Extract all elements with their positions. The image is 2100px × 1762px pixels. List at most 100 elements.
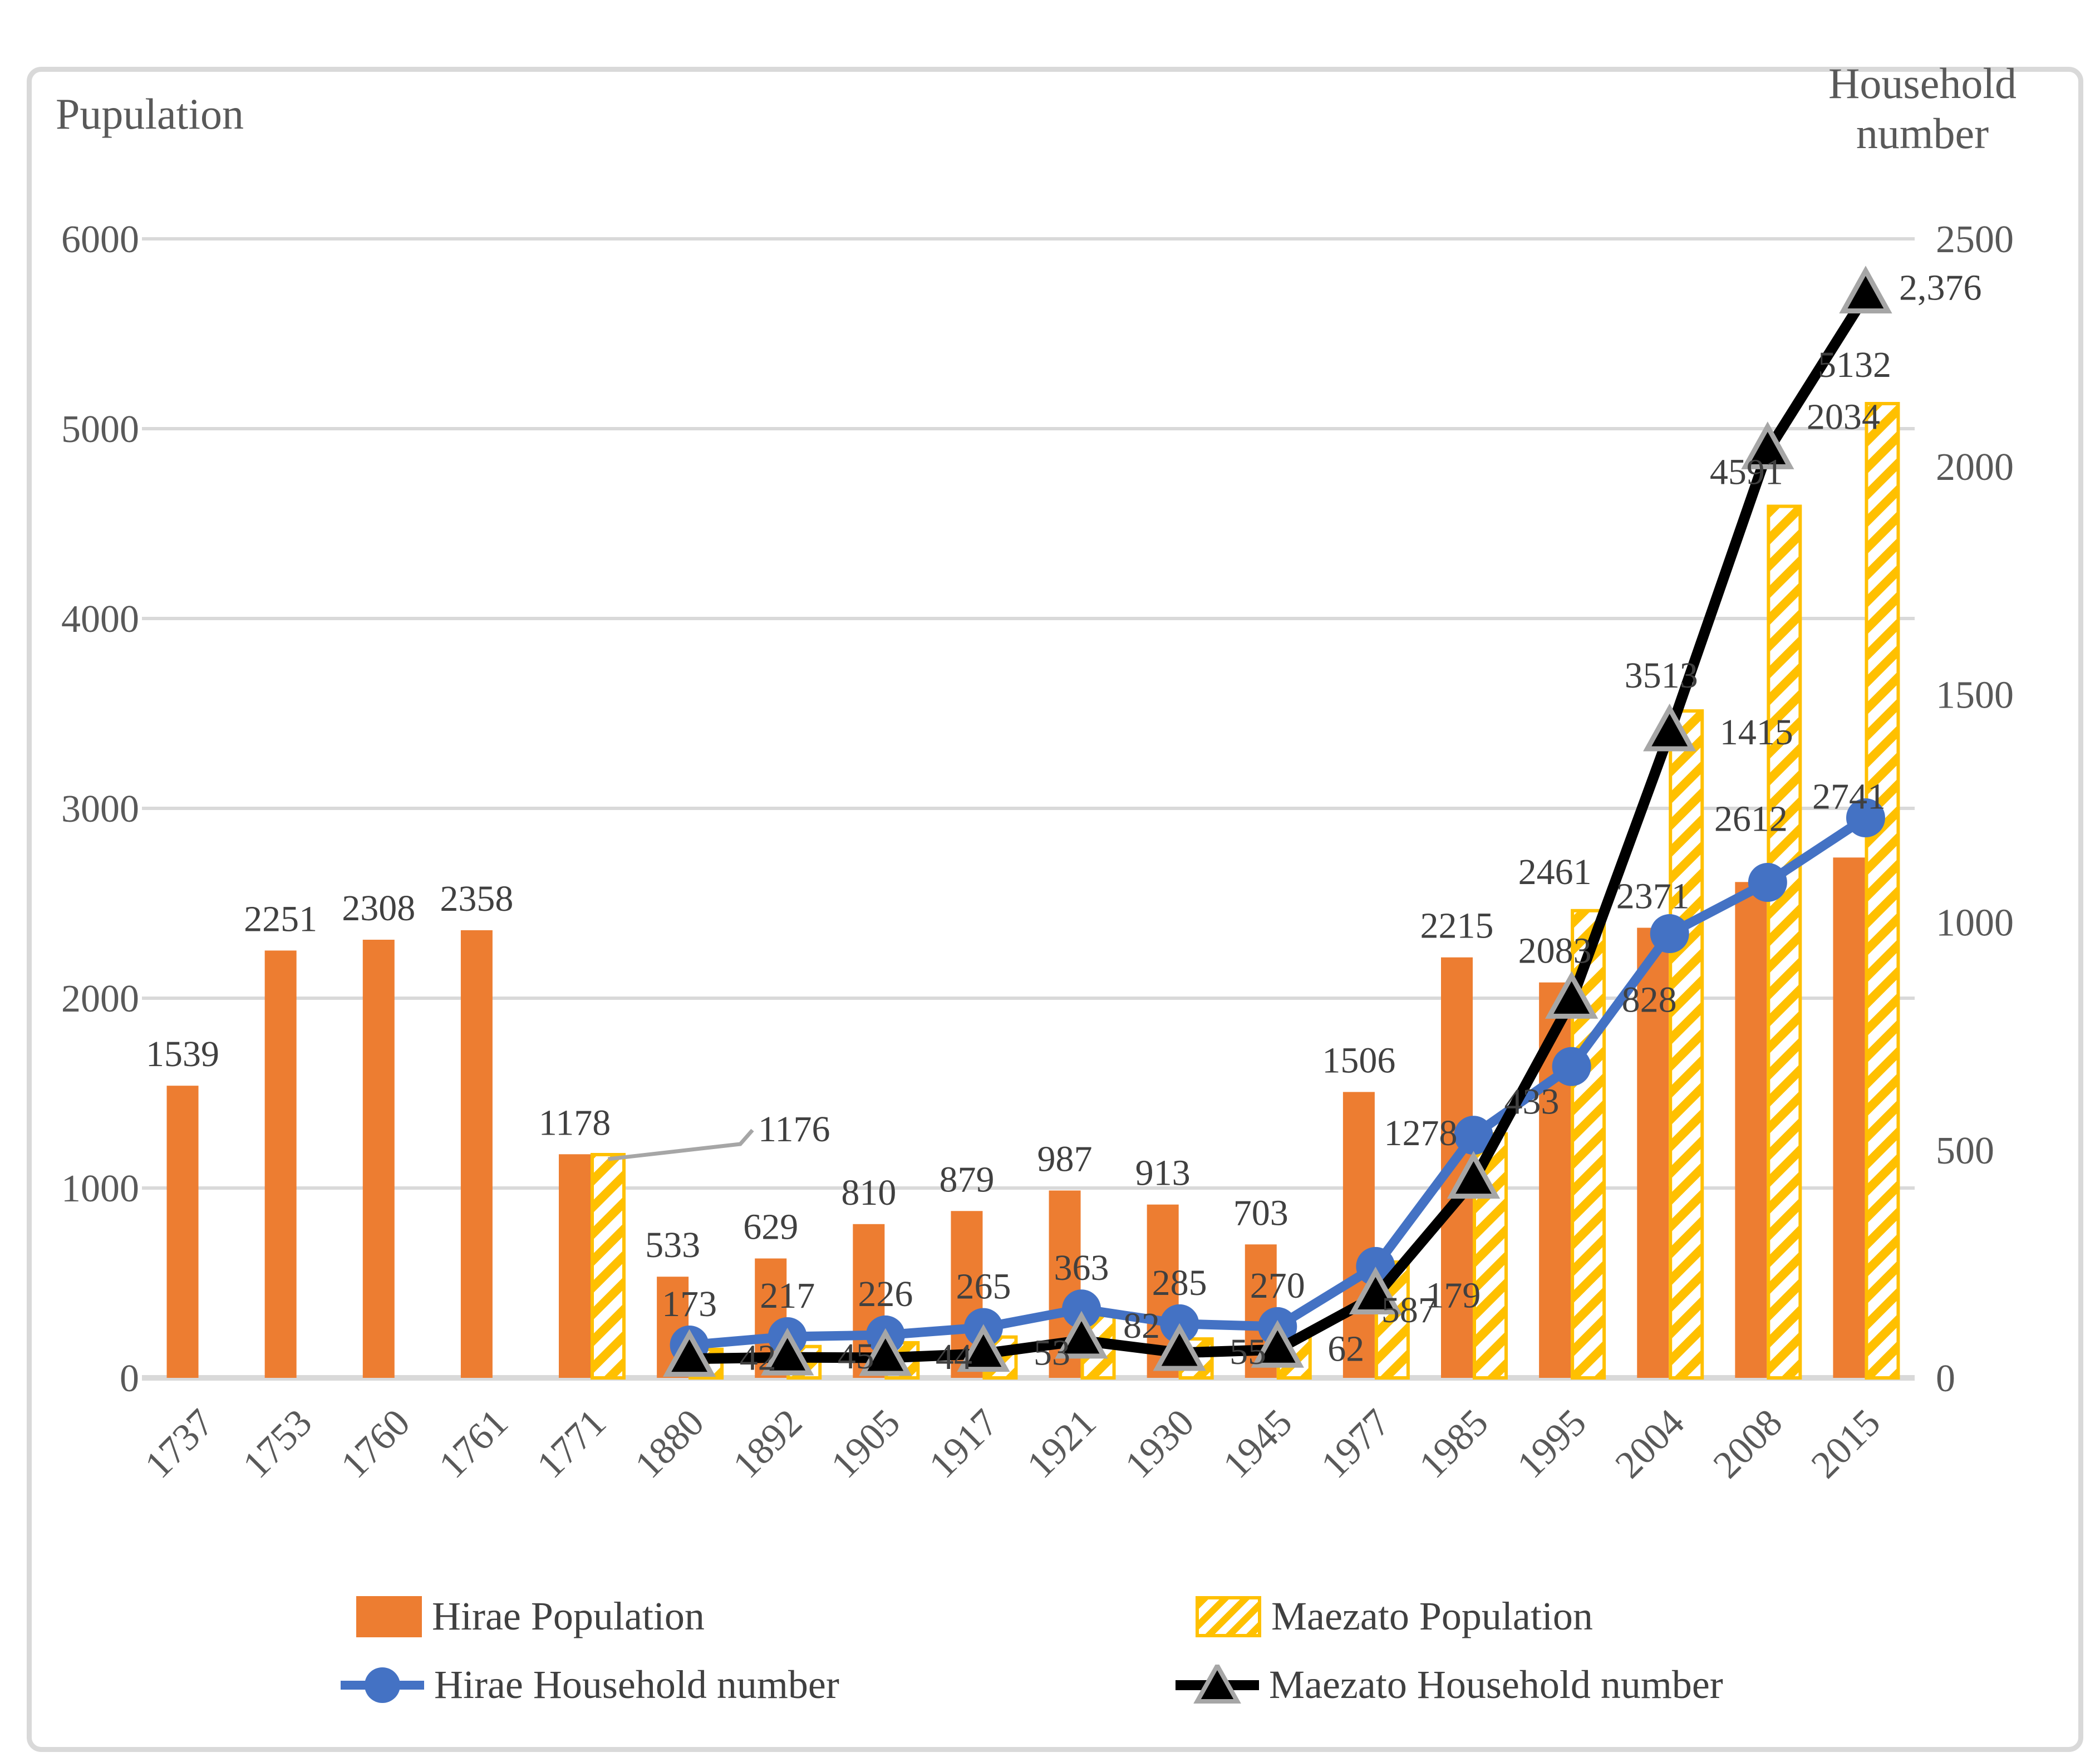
marker-maezato-household-number-1917 [957,1324,1010,1372]
data-label: 45 [838,1336,874,1377]
data-label: 629 [743,1207,798,1248]
bar-hirae-population-1737 [166,1086,199,1378]
marker-hirae-household-number-1985 [1454,1116,1493,1155]
x-axis-tick: 1760 [333,1401,418,1486]
bar-maezato-population-1771 [591,1152,626,1380]
legend-item-maezato-population: Maezato Population [1196,1593,1593,1640]
marker-maezato-household-number-1905 [859,1328,912,1376]
x-axis-tick: 1930 [1117,1401,1202,1486]
x-axis-tick: 1737 [137,1401,222,1486]
data-label: 2371 [1616,876,1690,916]
line-series [662,266,1892,1377]
bar-hirae-population-1771 [559,1154,591,1378]
marker-hirae-household-number-1921 [1062,1289,1101,1329]
bar-hirae-population-1760 [362,939,395,1378]
data-label: 810 [841,1172,896,1213]
data-label: 2034 [1807,396,1880,437]
x-axis-tick: 2004 [1607,1401,1693,1486]
legend-item-hirae-household: Hirae Household number [341,1662,839,1708]
legend-label: Hirae Household number [434,1662,839,1707]
data-label: 828 [1622,979,1677,1020]
legend-label: Maezato Population [1271,1594,1593,1638]
data-label: 42 [740,1338,776,1378]
data-label: 4591 [1710,451,1783,492]
right-axis-tick: 1000 [1936,902,2014,945]
maezato-household-marker-icon [1176,1661,1259,1706]
bar-hirae-population-1753 [264,950,297,1378]
legend-label: Maezato Household number [1269,1662,1723,1707]
data-label: 44 [936,1337,972,1377]
data-label: 913 [1135,1153,1191,1194]
marker-maezato-household-number-1930 [1153,1323,1206,1371]
bar-hirae-population-2015 [1833,857,1865,1378]
data-label: 2741 [1812,776,1886,817]
data-label: 53 [1034,1333,1070,1373]
bar-maezato-population-2004 [1669,709,1704,1380]
axis-tick-labels: 0 1000 2000 3000 4000 5000 6000 0 500 1000 1500 200… [61,218,2014,1486]
data-label: 265 [956,1267,1011,1307]
x-axis-tick: 1892 [725,1401,810,1486]
data-label: 1278 [1384,1113,1458,1154]
marker-maezato-household-number-1995 [1545,971,1599,1019]
bar-maezato-population-2008 [1767,504,1802,1380]
marker-maezato-household-number-1880 [662,1329,716,1377]
data-label: 1178 [539,1102,611,1143]
data-label: 82 [1123,1305,1160,1346]
data-label: 179 [1425,1275,1481,1316]
x-axis-tick: 1905 [823,1401,908,1486]
x-axis-tick: 1917 [921,1401,1006,1486]
marker-maezato-household-number-1921 [1055,1311,1108,1359]
x-axis-tick: 1985 [1411,1401,1496,1486]
data-label: 2358 [440,878,513,919]
data-label: 5132 [1818,345,1891,385]
left-axis-tick: 6000 [61,218,139,261]
data-label: 2612 [1714,798,1788,839]
data-label: 226 [858,1274,913,1314]
x-axis-tick: 1945 [1215,1401,1300,1486]
data-label: 1506 [1322,1040,1395,1081]
x-axis-tick: 1771 [529,1401,614,1486]
legend-item-maezato-household: Maezato Household number [1176,1661,1723,1708]
data-label: 2215 [1420,906,1494,946]
leader-line [608,1128,754,1161]
bar-hirae-population-2008 [1735,882,1767,1378]
left-axis-tick: 2000 [61,978,139,1020]
data-label: 285 [1152,1263,1207,1303]
right-axis-tick: 2000 [1936,446,2014,489]
data-label: 879 [939,1159,994,1200]
bar-series [166,401,1900,1380]
x-axis-tick: 2008 [1705,1401,1791,1486]
right-axis-title: Household number [1828,58,2017,158]
bar-hirae-population-1977 [1342,1092,1375,1378]
marker-hirae-household-number-2015 [1846,798,1885,838]
chart-frame-border [27,67,2083,1752]
data-label: 2083 [1518,931,1592,971]
data-label: 1415 [1720,712,1793,753]
left-axis-title: Pupulation [56,90,244,138]
data-label: 987 [1037,1138,1093,1179]
marker-hirae-household-number-1995 [1552,1047,1591,1086]
data-label: 2461 [1518,852,1592,892]
marker-hirae-household-number-2004 [1650,914,1689,954]
bar-maezato-population-2015 [1865,401,1900,1380]
x-axis-tick: 1753 [235,1401,320,1486]
maezato-population-swatch-icon [1196,1596,1261,1637]
x-axis-tick: 2015 [1803,1401,1888,1486]
marker-maezato-household-number-2015 [1839,266,1892,313]
left-axis-tick: 1000 [61,1167,139,1210]
hirae-population-swatch-icon [356,1596,422,1637]
x-axis-tick: 1977 [1313,1401,1398,1486]
right-axis-tick: 2500 [1936,218,2014,261]
x-axis-tick: 1995 [1509,1401,1594,1486]
data-label: 533 [645,1225,700,1265]
left-axis-tick: 5000 [61,408,139,451]
right-axis-tick: 1500 [1936,674,2014,716]
right-axis-title-line1: Household [1828,59,2017,107]
data-label: 173 [662,1284,717,1324]
marker-maezato-household-number-1985 [1447,1151,1501,1199]
data-label: 2251 [244,899,317,939]
marker-maezato-household-number-2008 [1741,421,1794,469]
bar-hirae-population-1761 [460,930,493,1378]
